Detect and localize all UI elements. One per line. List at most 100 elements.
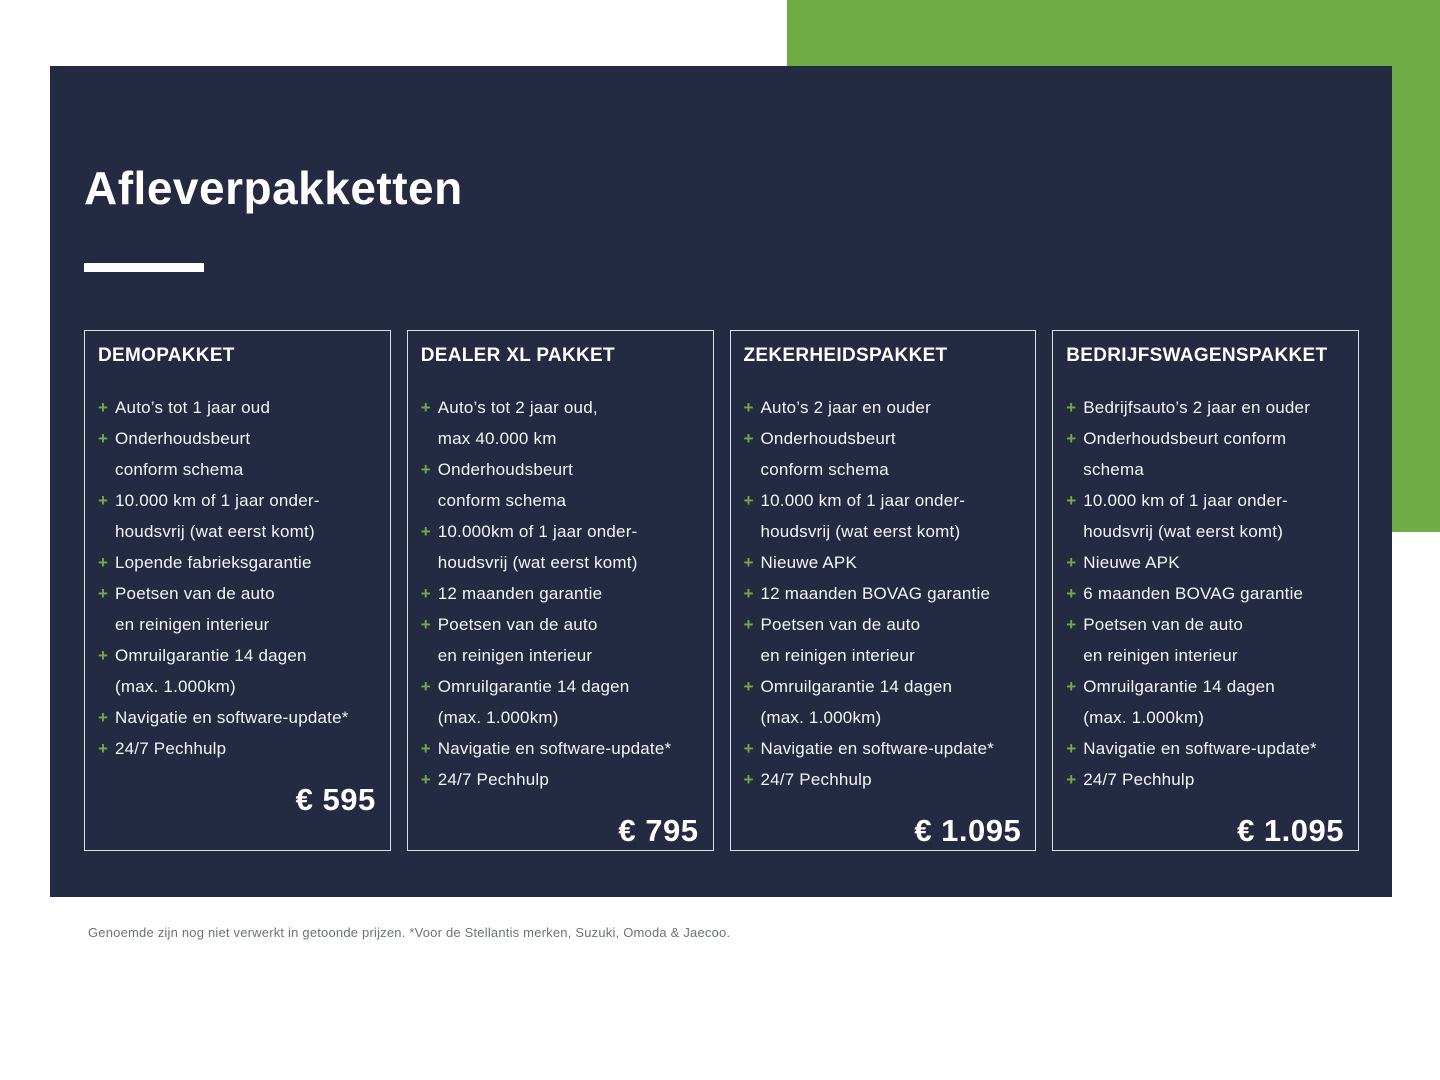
plus-icon: + <box>1066 428 1077 448</box>
package-card-title: BEDRIJFSWAGENSPAKKET <box>1066 344 1328 366</box>
feature-item: + Navigatie en software-update* <box>744 733 1022 764</box>
package-price: € 795 <box>618 812 699 848</box>
feature-text: Omruilgarantie 14 dagen (max. 1.000km) <box>1083 676 1275 727</box>
feature-item: + Auto’s 2 jaar en ouder <box>744 392 1022 423</box>
package-card-title: ZEKERHEIDSPAKKET <box>743 344 948 366</box>
feature-item: + 12 maanden BOVAG garantie <box>744 578 1022 609</box>
package-price: € 1.095 <box>1237 812 1344 848</box>
feature-text: Poetsen van de auto en reinigen interieu… <box>1083 614 1244 665</box>
feature-text: Auto’s tot 2 jaar oud, max 40.000 km <box>437 397 598 448</box>
feature-text: Bedrijfsauto’s 2 jaar en ouder <box>1083 397 1311 417</box>
feature-item: + Lopende fabrieksgarantie <box>98 547 376 578</box>
feature-item: + 24/7 Pechhulp <box>421 764 699 795</box>
plus-icon: + <box>1066 552 1077 572</box>
plus-icon: + <box>1066 490 1077 510</box>
feature-item: + Poetsen van de auto en reinigen interi… <box>744 609 1022 671</box>
feature-text: Lopende fabrieksgarantie <box>115 552 312 572</box>
plus-icon: + <box>420 614 431 634</box>
package-card: DEALER XL PAKKET + Auto’s tot 2 jaar oud… <box>406 329 714 851</box>
packages-grid: DEMOPAKKET + Auto’s tot 1 jaar oud + Ond… <box>84 329 1359 851</box>
plus-icon: + <box>1066 738 1077 758</box>
feature-text: Poetsen van de auto en reinigen interieu… <box>115 583 275 634</box>
feature-text: Auto’s tot 1 jaar oud <box>115 397 271 417</box>
plus-icon: + <box>98 552 108 572</box>
feature-list: + Auto’s 2 jaar en ouder + Onderhoudsbeu… <box>744 392 1022 795</box>
feature-item: + Omruilgarantie 14 dagen (max. 1.000km) <box>744 671 1022 733</box>
feature-text: 10.000 km of 1 jaar onder- houdsvrij (wa… <box>115 490 320 541</box>
plus-icon: + <box>1066 614 1077 634</box>
plus-icon: + <box>743 490 754 510</box>
feature-text: Navigatie en software-update* <box>1083 738 1317 758</box>
plus-icon: + <box>98 707 108 727</box>
feature-item: + 10.000km of 1 jaar onder- houdsvrij (w… <box>421 516 699 578</box>
package-card-title: DEALER XL PAKKET <box>420 344 615 366</box>
footnote: Genoemde zijn nog niet verwerkt in getoo… <box>88 925 731 940</box>
page-title: Afleverpakketten <box>84 162 463 214</box>
feature-item: + Onderhoudsbeurt conform schema <box>98 423 376 485</box>
package-card: DEMOPAKKET + Auto’s tot 1 jaar oud + Ond… <box>84 329 391 851</box>
feature-item: + Navigatie en software-update* <box>421 733 699 764</box>
feature-text: Auto’s 2 jaar en ouder <box>760 397 931 417</box>
plus-icon: + <box>420 521 431 541</box>
package-price: € 1.095 <box>914 812 1022 848</box>
feature-text: Nieuwe APK <box>760 552 857 572</box>
feature-text: Omruilgarantie 14 dagen (max. 1.000km) <box>760 676 953 727</box>
feature-list: + Bedrijfsauto’s 2 jaar en ouder + Onder… <box>1066 392 1344 795</box>
feature-text: Navigatie en software-update* <box>437 738 672 758</box>
feature-item: + Auto’s tot 1 jaar oud <box>98 392 376 423</box>
plus-icon: + <box>98 428 108 448</box>
feature-text: 24/7 Pechhulp <box>437 769 550 789</box>
feature-text: Omruilgarantie 14 dagen (max. 1.000km) <box>115 645 307 696</box>
plus-icon: + <box>420 769 431 789</box>
feature-item: + Omruilgarantie 14 dagen (max. 1.000km) <box>1066 671 1344 733</box>
title-underline-bar <box>84 262 204 272</box>
feature-text: 24/7 Pechhulp <box>760 769 872 789</box>
feature-text: Onderhoudsbeurt conform schema <box>1083 428 1287 479</box>
feature-item: + 24/7 Pechhulp <box>744 764 1022 795</box>
package-card-title: DEMOPAKKET <box>98 344 235 366</box>
plus-icon: + <box>420 397 431 417</box>
package-card: ZEKERHEIDSPAKKET + Auto’s 2 jaar en oude… <box>729 329 1037 851</box>
plus-icon: + <box>98 583 108 603</box>
feature-item: + 6 maanden BOVAG garantie <box>1066 578 1344 609</box>
feature-text: Poetsen van de auto en reinigen interieu… <box>760 614 921 665</box>
package-card: BEDRIJFSWAGENSPAKKET + Bedrijfsauto’s 2 … <box>1052 329 1359 851</box>
feature-item: + Poetsen van de auto en reinigen interi… <box>421 609 699 671</box>
feature-item: + Nieuwe APK <box>744 547 1022 578</box>
feature-text: 12 maanden garantie <box>437 583 603 603</box>
plus-icon: + <box>98 738 108 758</box>
plus-icon: + <box>743 397 754 417</box>
plus-icon: + <box>420 676 431 696</box>
feature-text: Poetsen van de auto en reinigen interieu… <box>437 614 598 665</box>
plus-icon: + <box>743 583 754 603</box>
content-panel: Afleverpakketten DEMOPAKKET + Auto’s tot… <box>50 66 1392 897</box>
feature-text: Navigatie en software-update* <box>115 707 349 727</box>
plus-icon: + <box>420 459 431 479</box>
feature-item: + 10.000 km of 1 jaar onder- houdsvrij (… <box>1066 485 1344 547</box>
feature-item: + Onderhoudsbeurt conform schema <box>744 423 1022 485</box>
feature-item: + 24/7 Pechhulp <box>1066 764 1344 795</box>
feature-text: 24/7 Pechhulp <box>115 738 227 758</box>
plus-icon: + <box>98 397 108 417</box>
feature-item: + Omruilgarantie 14 dagen (max. 1.000km) <box>98 640 376 702</box>
plus-icon: + <box>743 769 754 789</box>
plus-icon: + <box>98 645 108 665</box>
plus-icon: + <box>1066 769 1077 789</box>
feature-item: + Poetsen van de auto en reinigen interi… <box>98 578 376 640</box>
plus-icon: + <box>1066 676 1077 696</box>
feature-text: 6 maanden BOVAG garantie <box>1083 583 1304 603</box>
plus-icon: + <box>743 552 754 572</box>
feature-item: + 10.000 km of 1 jaar onder- houdsvrij (… <box>98 485 376 547</box>
package-price: € 595 <box>295 781 376 817</box>
feature-item: + Bedrijfsauto’s 2 jaar en ouder <box>1066 392 1344 423</box>
feature-item: + 12 maanden garantie <box>421 578 699 609</box>
feature-item: + Poetsen van de auto en reinigen interi… <box>1066 609 1344 671</box>
feature-text: Onderhoudsbeurt conform schema <box>115 428 251 479</box>
feature-text: 24/7 Pechhulp <box>1083 769 1195 789</box>
feature-item: + Onderhoudsbeurt conform schema <box>421 454 699 516</box>
feature-text: 10.000 km of 1 jaar onder- houdsvrij (wa… <box>1083 490 1288 541</box>
plus-icon: + <box>420 583 431 603</box>
feature-text: Omruilgarantie 14 dagen (max. 1.000km) <box>437 676 630 727</box>
feature-item: + Navigatie en software-update* <box>1066 733 1344 764</box>
